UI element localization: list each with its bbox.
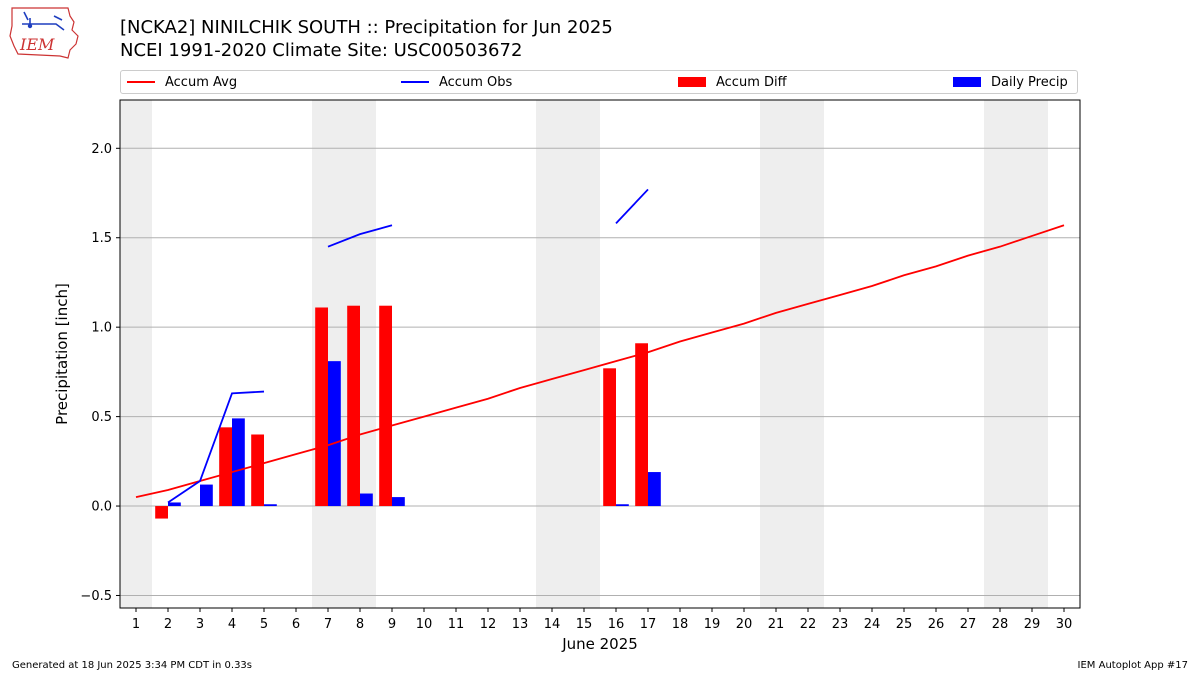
y-tick-label-2: 0.5 xyxy=(91,410,112,425)
legend-item-accum-avg: Accum Avg xyxy=(127,71,237,93)
x-tick-label-23: 23 xyxy=(832,617,849,632)
daily-precip-bar-2 xyxy=(168,502,181,507)
daily-precip-bar-17 xyxy=(648,472,661,507)
x-tick-label-22: 22 xyxy=(800,617,817,632)
x-tick-label-10: 10 xyxy=(416,617,433,632)
x-tick-label-3: 3 xyxy=(196,617,204,632)
x-tick-label-11: 11 xyxy=(448,617,465,632)
accum-diff-bar-2 xyxy=(155,506,168,519)
x-tick-label-4: 4 xyxy=(228,617,236,632)
accum-diff-bar-16 xyxy=(603,368,616,507)
x-tick-label-7: 7 xyxy=(324,617,332,632)
accum-obs-line-3 xyxy=(615,188,649,225)
x-tick-label-17: 17 xyxy=(640,617,657,632)
iem-logo: IEM xyxy=(9,7,79,59)
x-tick-label-27: 27 xyxy=(960,617,977,632)
x-tick-label-15: 15 xyxy=(576,617,593,632)
x-tick-label-8: 8 xyxy=(356,617,364,632)
legend-item-accum-diff: Accum Diff xyxy=(678,71,787,93)
y-tick-label-5: 2.0 xyxy=(91,142,112,157)
logo-text: IEM xyxy=(19,35,55,54)
x-tick-label-2: 2 xyxy=(164,617,172,632)
accum-diff-bar-8 xyxy=(347,305,360,507)
x-tick-label-20: 20 xyxy=(736,617,753,632)
x-tick-label-28: 28 xyxy=(992,617,1009,632)
legend-label-accum-diff: Accum Diff xyxy=(716,74,787,90)
accum-diff-bar-5 xyxy=(251,434,264,507)
x-tick-label-13: 13 xyxy=(512,617,529,632)
accum-obs-line-1 xyxy=(167,390,265,504)
y-tick-label-3: 1.0 xyxy=(91,321,112,336)
weekend-shading xyxy=(120,100,1048,608)
legend-label-accum-avg: Accum Avg xyxy=(165,74,238,90)
x-tick-label-29: 29 xyxy=(1024,617,1041,632)
lines xyxy=(135,188,1065,504)
y-tick-label-1: 0.0 xyxy=(91,500,112,515)
y-gridlines xyxy=(120,147,1080,596)
weekend-span-5 xyxy=(984,100,1048,608)
x-tick-label-26: 26 xyxy=(928,617,945,632)
x-tick-label-30: 30 xyxy=(1056,617,1073,632)
bars xyxy=(155,305,661,519)
x-tick-label-19: 19 xyxy=(704,617,721,632)
legend-label-accum-obs: Accum Obs xyxy=(439,74,513,90)
accum-diff-bar-4 xyxy=(219,427,232,507)
y-tick-label-0: −0.5 xyxy=(80,589,112,604)
weekend-span-1 xyxy=(120,100,152,608)
footer-app: IEM Autoplot App #17 xyxy=(1077,660,1188,671)
legend-swatch-accum-avg xyxy=(127,81,155,83)
x-tick-label-24: 24 xyxy=(864,617,881,632)
x-axis-ticks: 1 2 3 4 5 6 7 8 9 10 11 12 13 14 15 16 17 18 19 20 21 22 23 24 2… xyxy=(132,608,1072,632)
accum-avg-line-1 xyxy=(135,224,1065,498)
daily-precip-bar-4 xyxy=(232,418,245,507)
legend-swatch-accum-obs xyxy=(401,81,429,83)
daily-precip-bar-5 xyxy=(264,504,277,507)
x-axis-label: June 2025 xyxy=(561,635,638,653)
plot-frame xyxy=(119,99,1081,609)
daily-precip-bar-7 xyxy=(328,361,341,507)
accum-obs-line-2 xyxy=(327,224,393,248)
legend-label-daily-precip: Daily Precip xyxy=(991,74,1068,90)
legend-item-daily-precip: Daily Precip xyxy=(953,71,1068,93)
accum-diff-bar-7 xyxy=(315,307,328,507)
x-tick-label-14: 14 xyxy=(544,617,561,632)
x-tick-label-16: 16 xyxy=(608,617,625,632)
daily-precip-bar-9 xyxy=(392,497,405,507)
legend-swatch-accum-diff xyxy=(678,77,706,87)
chart-subtitle: NCEI 1991-2020 Climate Site: USC00503672 xyxy=(120,40,523,61)
daily-precip-bar-8 xyxy=(360,493,373,507)
legend: Accum Avg Accum Obs Accum Diff Daily Pre… xyxy=(120,70,1078,94)
y-axis-label: Precipitation [inch] xyxy=(53,283,71,425)
daily-precip-bar-3 xyxy=(200,484,213,507)
x-tick-label-25: 25 xyxy=(896,617,913,632)
x-tick-label-12: 12 xyxy=(480,617,497,632)
y-axis-ticks: −0.5 0.0 0.5 1.0 1.5 2.0 xyxy=(80,142,120,604)
x-tick-label-9: 9 xyxy=(388,617,396,632)
weekend-span-3 xyxy=(536,100,600,608)
accum-diff-bar-9 xyxy=(379,305,392,507)
weekend-span-4 xyxy=(760,100,824,608)
x-tick-label-18: 18 xyxy=(672,617,689,632)
x-tick-label-6: 6 xyxy=(292,617,300,632)
legend-item-accum-obs: Accum Obs xyxy=(401,71,512,93)
chart-title: [NCKA2] NINILCHIK SOUTH :: Precipitation… xyxy=(120,17,613,38)
x-tick-label-1: 1 xyxy=(132,617,140,632)
daily-precip-bar-16 xyxy=(616,504,629,507)
x-tick-label-5: 5 xyxy=(260,617,268,632)
footer-generated: Generated at 18 Jun 2025 3:34 PM CDT in … xyxy=(12,660,253,671)
y-tick-label-4: 1.5 xyxy=(91,231,112,246)
x-tick-label-21: 21 xyxy=(768,617,785,632)
accum-diff-bar-17 xyxy=(635,343,648,507)
legend-swatch-daily-precip xyxy=(953,77,981,87)
